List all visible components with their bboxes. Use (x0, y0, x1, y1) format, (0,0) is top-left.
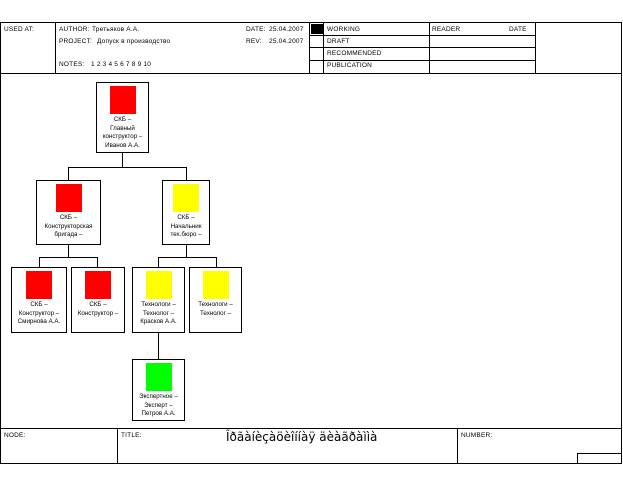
node-label: NODE: (4, 432, 26, 439)
status-draft-label: DRAFT (327, 38, 350, 45)
node-label: Технологи – Технолог – Красков А.А. (140, 301, 177, 326)
connector-line (68, 167, 69, 180)
org-node-tech2[interactable]: Технологи – Технолог – (189, 267, 242, 333)
diagram-title: Îðãàíèçàöèîííàÿ äèàãðàììà (226, 430, 378, 444)
status-working-label: WORKING (327, 26, 361, 33)
status-square (55, 184, 82, 212)
footer-divider (117, 428, 118, 464)
project-value: Допуск в производство (97, 38, 171, 45)
node-label: Технологи – Технолог – (198, 301, 233, 317)
connector-line (97, 257, 98, 267)
status-square (145, 363, 172, 391)
status-recommended-label: RECOMMENDED (327, 50, 382, 57)
header-divider (535, 22, 536, 73)
footer-divider (577, 453, 578, 464)
node-label: СКБ – Главный конструктор – Иванов А.А. (102, 116, 143, 149)
org-node-chief[interactable]: СКБ – Главный конструктор – Иванов А.А. (96, 82, 149, 153)
node-label: СКБ – Конструкторская бригада – (44, 214, 93, 239)
header-bottom-border (0, 73, 622, 74)
connector-line (186, 167, 187, 180)
connector-line (68, 245, 69, 257)
connector-line (39, 257, 40, 267)
reader-date-label: DATE (509, 26, 527, 33)
author-label: AUTHOR: (59, 26, 90, 33)
status-square (26, 271, 52, 299)
node-label: СКБ – Конструктор – Смирнова А.А. (17, 301, 61, 326)
date-value: 25.04.2007 (269, 26, 304, 33)
used-at-label: USED AT: (4, 26, 35, 33)
status-square (145, 271, 172, 299)
status-publication-label: PUBLICATION (327, 62, 373, 69)
header-divider (55, 22, 56, 73)
status-square (202, 271, 229, 299)
footer-divider (457, 428, 458, 464)
node-label: Экспертное – Эксперт – Петров А.А. (139, 393, 178, 418)
date-label: DATE: (246, 26, 266, 33)
status-square (109, 86, 136, 114)
rev-value: 25.04.2007 (269, 38, 304, 45)
node-label: СКБ – Конструктор – (77, 301, 119, 317)
status-square (173, 184, 199, 212)
title-label: TITLE: (121, 432, 142, 439)
diagram-frame (0, 22, 622, 464)
org-node-brigade[interactable]: СКБ – Конструкторская бригада – (36, 180, 101, 245)
author-value: Третьяков А.А. (92, 26, 140, 33)
rev-label: REV: (246, 38, 262, 45)
connector-line (122, 153, 123, 167)
notes-values: 1 2 3 4 5 6 7 8 9 10 (91, 61, 152, 68)
org-node-designer2[interactable]: СКБ – Конструктор – (71, 267, 125, 333)
reader-label: READER (432, 26, 461, 33)
header-divider (309, 35, 535, 36)
footer-divider (577, 453, 622, 454)
connector-line (158, 257, 159, 267)
connector-line (39, 257, 98, 258)
connector-line (216, 257, 217, 267)
org-node-expert[interactable]: Экспертное – Эксперт – Петров А.А. (132, 359, 185, 421)
connector-line (68, 167, 187, 168)
org-node-tech1[interactable]: Технологи – Технолог – Красков А.А. (132, 267, 185, 333)
node-label: СКБ – Начальник тех.бюро – (170, 214, 202, 239)
status-square (85, 271, 111, 299)
org-node-designer1[interactable]: СКБ – Конструктор – Смирнова А.А. (11, 267, 67, 333)
footer-top-border (0, 428, 622, 429)
notes-label: NOTES: (59, 61, 85, 68)
project-label: PROJECT: (59, 38, 93, 45)
org-node-techburo[interactable]: СКБ – Начальник тех.бюро – (162, 180, 210, 245)
status-checkbox-working[interactable] (311, 24, 323, 34)
header-divider (309, 60, 535, 61)
connector-line (158, 257, 217, 258)
number-label: NUMBER: (461, 432, 493, 439)
connector-line (158, 333, 159, 359)
header-divider (309, 47, 535, 48)
connector-line (186, 245, 187, 257)
